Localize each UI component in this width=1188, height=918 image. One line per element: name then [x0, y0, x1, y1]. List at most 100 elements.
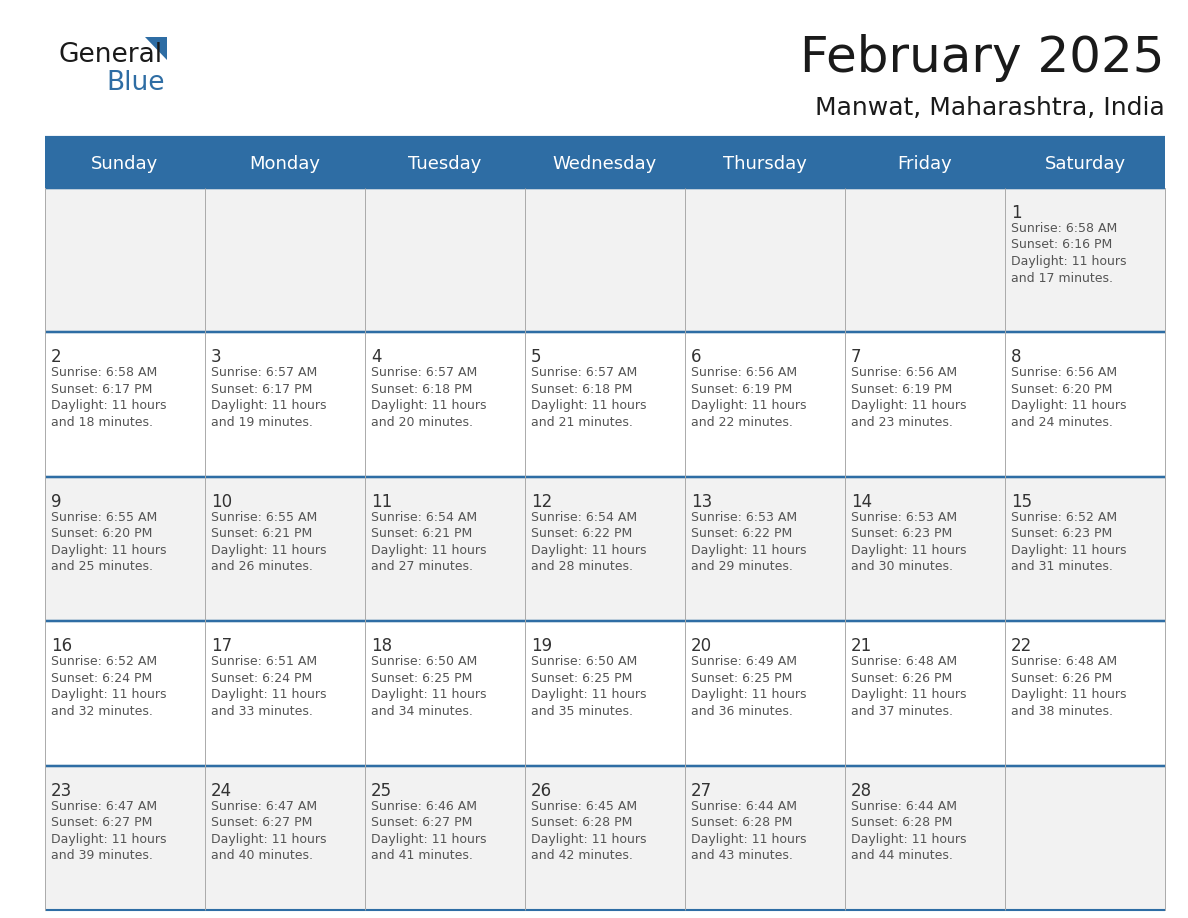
Text: 2: 2	[51, 349, 62, 366]
Bar	[1005, 188, 1165, 332]
Text: Sunrise: 6:52 AM: Sunrise: 6:52 AM	[1011, 510, 1117, 524]
Text: 16: 16	[51, 637, 72, 655]
Text: 22: 22	[1011, 637, 1032, 655]
Bar	[206, 766, 365, 910]
Text: Sunset: 6:28 PM: Sunset: 6:28 PM	[691, 816, 792, 829]
Bar	[685, 621, 845, 766]
Text: and 38 minutes.: and 38 minutes.	[1011, 705, 1113, 718]
Text: Sunset: 6:23 PM: Sunset: 6:23 PM	[851, 527, 953, 541]
Text: Sunrise: 6:50 AM: Sunrise: 6:50 AM	[371, 655, 478, 668]
Text: and 28 minutes.: and 28 minutes.	[531, 560, 633, 574]
Text: and 40 minutes.: and 40 minutes.	[211, 849, 312, 862]
Bar	[685, 476, 845, 621]
Text: 11: 11	[371, 493, 392, 510]
Text: and 44 minutes.: and 44 minutes.	[851, 849, 953, 862]
Text: 25: 25	[371, 781, 392, 800]
Bar	[845, 332, 1005, 476]
Text: Sunrise: 6:47 AM: Sunrise: 6:47 AM	[211, 800, 317, 812]
Text: and 41 minutes.: and 41 minutes.	[371, 849, 473, 862]
Text: and 27 minutes.: and 27 minutes.	[371, 560, 473, 574]
Text: 6: 6	[691, 349, 701, 366]
Text: Sunrise: 6:57 AM: Sunrise: 6:57 AM	[211, 366, 317, 379]
Bar	[525, 476, 685, 621]
Text: and 20 minutes.: and 20 minutes.	[371, 416, 473, 429]
Text: and 22 minutes.: and 22 minutes.	[691, 416, 792, 429]
Text: 27: 27	[691, 781, 712, 800]
Text: Daylight: 11 hours: Daylight: 11 hours	[1011, 688, 1126, 701]
Text: Daylight: 11 hours: Daylight: 11 hours	[851, 833, 967, 845]
Bar	[845, 766, 1005, 910]
Bar	[365, 332, 525, 476]
Text: Sunrise: 6:55 AM: Sunrise: 6:55 AM	[51, 510, 157, 524]
Text: Sunrise: 6:57 AM: Sunrise: 6:57 AM	[531, 366, 637, 379]
Text: Sunset: 6:28 PM: Sunset: 6:28 PM	[531, 816, 632, 829]
Text: Sunset: 6:18 PM: Sunset: 6:18 PM	[531, 383, 632, 396]
Text: Sunset: 6:28 PM: Sunset: 6:28 PM	[851, 816, 953, 829]
Text: 19: 19	[531, 637, 552, 655]
Text: Daylight: 11 hours: Daylight: 11 hours	[1011, 255, 1126, 268]
Bar	[45, 766, 206, 910]
Text: Sunset: 6:21 PM: Sunset: 6:21 PM	[371, 527, 473, 541]
Text: Daylight: 11 hours: Daylight: 11 hours	[51, 688, 166, 701]
Text: Daylight: 11 hours: Daylight: 11 hours	[371, 543, 487, 557]
Text: Sunset: 6:25 PM: Sunset: 6:25 PM	[371, 672, 473, 685]
Text: Sunset: 6:27 PM: Sunset: 6:27 PM	[371, 816, 473, 829]
Bar	[845, 476, 1005, 621]
Text: and 25 minutes.: and 25 minutes.	[51, 560, 153, 574]
Text: and 33 minutes.: and 33 minutes.	[211, 705, 312, 718]
Text: and 17 minutes.: and 17 minutes.	[1011, 272, 1113, 285]
Text: Daylight: 11 hours: Daylight: 11 hours	[691, 543, 807, 557]
Text: and 39 minutes.: and 39 minutes.	[51, 849, 153, 862]
Text: and 35 minutes.: and 35 minutes.	[531, 705, 633, 718]
Text: Sunset: 6:22 PM: Sunset: 6:22 PM	[531, 527, 632, 541]
Text: 18: 18	[371, 637, 392, 655]
Text: Daylight: 11 hours: Daylight: 11 hours	[531, 399, 646, 412]
Text: Daylight: 11 hours: Daylight: 11 hours	[531, 688, 646, 701]
Bar	[685, 766, 845, 910]
Text: Sunrise: 6:56 AM: Sunrise: 6:56 AM	[691, 366, 797, 379]
Text: 12: 12	[531, 493, 552, 510]
Text: Daylight: 11 hours: Daylight: 11 hours	[211, 399, 327, 412]
Text: Daylight: 11 hours: Daylight: 11 hours	[691, 688, 807, 701]
Text: 10: 10	[211, 493, 232, 510]
Text: Sunday: Sunday	[91, 155, 159, 173]
Text: Sunrise: 6:53 AM: Sunrise: 6:53 AM	[691, 510, 797, 524]
Text: Sunrise: 6:49 AM: Sunrise: 6:49 AM	[691, 655, 797, 668]
Text: Sunset: 6:25 PM: Sunset: 6:25 PM	[531, 672, 632, 685]
Text: Daylight: 11 hours: Daylight: 11 hours	[51, 399, 166, 412]
Text: Sunrise: 6:45 AM: Sunrise: 6:45 AM	[531, 800, 637, 812]
Text: 3: 3	[211, 349, 222, 366]
Bar	[525, 621, 685, 766]
Bar	[1005, 332, 1165, 476]
Bar	[525, 188, 685, 332]
Text: and 34 minutes.: and 34 minutes.	[371, 705, 473, 718]
Text: 5: 5	[531, 349, 542, 366]
Text: and 23 minutes.: and 23 minutes.	[851, 416, 953, 429]
Text: Daylight: 11 hours: Daylight: 11 hours	[851, 399, 967, 412]
Text: and 42 minutes.: and 42 minutes.	[531, 849, 633, 862]
Bar	[1005, 766, 1165, 910]
Text: Daylight: 11 hours: Daylight: 11 hours	[691, 833, 807, 845]
Text: Daylight: 11 hours: Daylight: 11 hours	[371, 833, 487, 845]
Text: Sunset: 6:20 PM: Sunset: 6:20 PM	[51, 527, 152, 541]
Text: Sunset: 6:24 PM: Sunset: 6:24 PM	[51, 672, 152, 685]
Text: Sunrise: 6:46 AM: Sunrise: 6:46 AM	[371, 800, 478, 812]
Text: and 31 minutes.: and 31 minutes.	[1011, 560, 1113, 574]
Text: Sunrise: 6:54 AM: Sunrise: 6:54 AM	[531, 510, 637, 524]
Bar	[525, 332, 685, 476]
Text: Sunset: 6:23 PM: Sunset: 6:23 PM	[1011, 527, 1112, 541]
Text: Blue: Blue	[106, 70, 164, 96]
Text: 7: 7	[851, 349, 861, 366]
Text: 4: 4	[371, 349, 381, 366]
Text: 21: 21	[851, 637, 872, 655]
Bar	[685, 188, 845, 332]
Bar	[845, 621, 1005, 766]
Text: Sunset: 6:17 PM: Sunset: 6:17 PM	[51, 383, 152, 396]
Bar	[365, 188, 525, 332]
Text: Sunset: 6:19 PM: Sunset: 6:19 PM	[851, 383, 953, 396]
Text: Daylight: 11 hours: Daylight: 11 hours	[371, 399, 487, 412]
Text: Sunrise: 6:51 AM: Sunrise: 6:51 AM	[211, 655, 317, 668]
Text: 26: 26	[531, 781, 552, 800]
Text: Daylight: 11 hours: Daylight: 11 hours	[531, 833, 646, 845]
Bar	[845, 188, 1005, 332]
